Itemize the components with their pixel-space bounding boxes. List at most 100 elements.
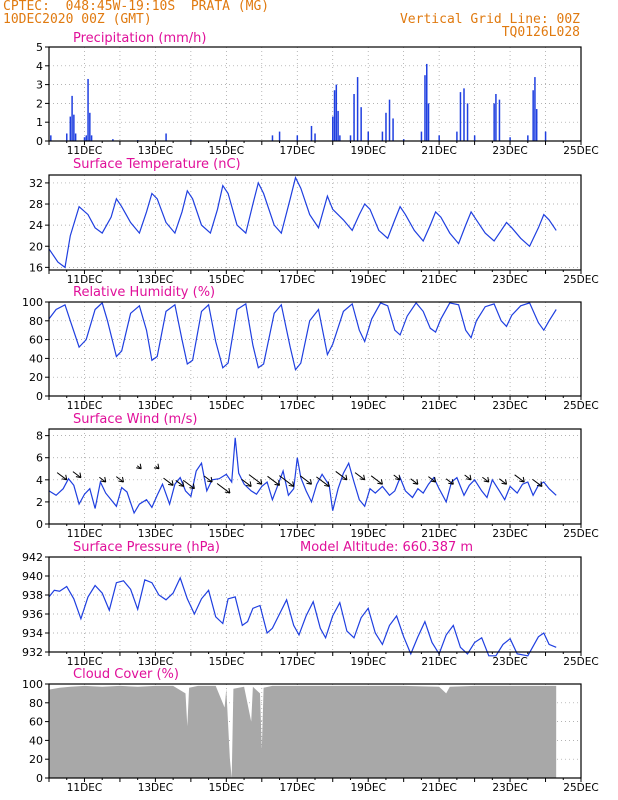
wind-arrow	[267, 475, 280, 486]
wind-xtick-label: 23DEC	[492, 528, 527, 540]
rh-series-line	[48, 301, 557, 372]
rh-xtick-label: 23DEC	[492, 400, 527, 412]
wind-arrow	[115, 476, 124, 483]
wind-arrow-head	[487, 476, 490, 483]
wind-arrow	[370, 475, 383, 485]
precip-bar	[360, 107, 362, 141]
precip-bar	[527, 135, 529, 141]
cloud-ytick-label: 80	[29, 697, 43, 710]
wind-arrow-head	[306, 482, 312, 485]
temp-xtick-label: 25DEC	[563, 274, 598, 286]
wind-arrow-head	[505, 479, 508, 485]
rh-title: Relative Humidity (%)	[73, 285, 215, 300]
wind-frame	[48, 428, 582, 525]
pressure-xtick-label: 21DEC	[421, 656, 456, 668]
precip-bar	[112, 139, 114, 141]
precip-bar	[544, 131, 547, 141]
wind-arrow	[279, 475, 295, 487]
temp-xtick-label: 17DEC	[280, 274, 315, 286]
wind-arrow-head	[139, 463, 142, 469]
precip-bar	[534, 77, 536, 141]
precip-bar	[335, 84, 338, 141]
precip-xtick-label: 25DEC	[563, 145, 598, 157]
temp-xtick-label: 19DEC	[350, 274, 385, 286]
wind-arrow-head	[324, 484, 330, 487]
precip-ytick-label: 2	[36, 97, 43, 110]
precip-bar	[332, 116, 334, 141]
wind-arrow-head	[451, 479, 454, 485]
precip-bar	[87, 78, 89, 141]
precip-bar	[402, 139, 405, 141]
precip-bar	[463, 88, 465, 141]
precip-bar	[381, 131, 384, 141]
precip-bar	[296, 135, 299, 141]
pressure-xtick-label: 11DEC	[67, 656, 102, 668]
wind-arrow-head	[345, 474, 348, 480]
pressure-xtick-label: 23DEC	[492, 656, 527, 668]
wind-arrow-head	[522, 476, 525, 483]
rh-xtick-label: 25DEC	[563, 400, 598, 412]
wind-arrow-head	[136, 467, 142, 470]
header-right1: Vertical Grid Line: 00Z	[399, 12, 580, 27]
wind-arrow	[99, 476, 107, 483]
precip-bar	[367, 131, 369, 141]
pressure-series-line	[48, 576, 557, 657]
wind-xtick-label: 19DEC	[350, 528, 385, 540]
wind-arrow-head	[79, 472, 82, 478]
precip-bar	[71, 95, 73, 141]
precip-bar	[85, 135, 88, 141]
rh-ytick-label: 100	[22, 296, 43, 309]
wind-arrow-head	[540, 481, 543, 487]
pressure-ytick-label: 936	[22, 608, 43, 621]
wind-arrow-head	[153, 467, 160, 470]
precip-bar	[356, 77, 359, 141]
wind-xtick-label: 21DEC	[421, 528, 456, 540]
wind-arrow-head	[469, 474, 472, 480]
pressure-xtick-label: 17DEC	[280, 656, 315, 668]
pressure-title: Surface Pressure (hPa)	[73, 540, 220, 555]
wind-arrow	[203, 475, 213, 483]
wind-arrow-head	[207, 480, 213, 483]
cloud-cover-area	[49, 685, 557, 778]
wind-arrow	[354, 472, 365, 481]
wind-xtick-label: 11DEC	[67, 528, 102, 540]
wind-arrow-head	[483, 480, 489, 483]
wind-arrow-head	[380, 479, 383, 485]
precip-bar	[532, 90, 534, 141]
pressure-ytick-label: 938	[22, 589, 43, 602]
temp-xtick-label: 23DEC	[492, 274, 527, 286]
wind-series-line	[48, 437, 557, 515]
wind-arrow-head	[519, 480, 525, 483]
precip-bar	[339, 135, 341, 141]
rh-xtick-label: 11DEC	[67, 400, 102, 412]
wind-arrow	[248, 474, 263, 485]
precip-bar	[314, 133, 316, 141]
temp-xtick-label: 11DEC	[67, 274, 102, 286]
wind-arrow-head	[536, 484, 543, 487]
rh-xtick-label: 19DEC	[350, 400, 385, 412]
precip-bar	[165, 133, 167, 141]
precip-bar	[438, 135, 440, 141]
wind-xtick-label: 25DEC	[563, 528, 598, 540]
precip-bar	[392, 118, 394, 141]
cloud-xtick-label: 21DEC	[421, 782, 456, 794]
wind-ytick-label: 0	[36, 518, 43, 531]
wind-ytick-label: 2	[36, 496, 43, 509]
pressure-xtick-label: 13DEC	[138, 656, 173, 668]
wind-arrow-head	[121, 476, 124, 483]
rh-ytick-label: 20	[29, 371, 43, 384]
wind-title: Surface Wind (m/s)	[73, 412, 197, 427]
wind-arrow-head	[61, 478, 67, 481]
precip-bar	[89, 112, 91, 141]
wind-arrow-head	[189, 487, 195, 490]
wind-arrow-head	[465, 478, 472, 481]
wind-xtick-label: 15DEC	[209, 528, 244, 540]
wind-arrow-head	[501, 482, 507, 485]
precip-xtick-label: 11DEC	[67, 145, 102, 157]
precip-bar	[333, 90, 336, 141]
precip-xtick-label: 15DEC	[209, 145, 244, 157]
wind-xtick-label: 17DEC	[280, 528, 315, 540]
precip-bar	[90, 135, 93, 141]
wind-arrow	[428, 476, 436, 483]
